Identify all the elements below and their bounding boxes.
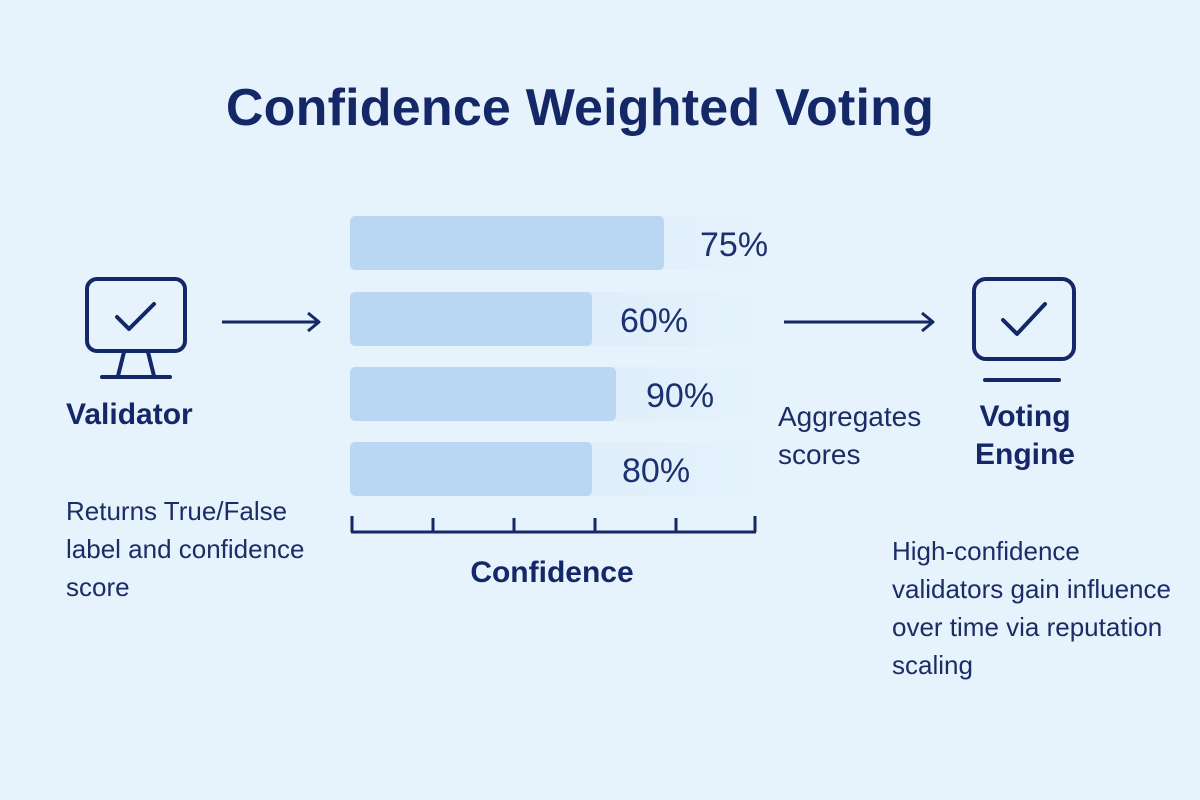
confidence-bar: 90% (350, 367, 770, 421)
confidence-bar-fill (350, 367, 616, 421)
voting-engine-label: Voting Engine (974, 400, 1075, 471)
confidence-bar-fill (350, 292, 592, 346)
voting-engine-description: High-confidence validators gain influenc… (892, 536, 1171, 680)
confidence-bar-fill (350, 216, 664, 270)
confidence-bar: 75% (350, 216, 770, 270)
confidence-bar: 60% (350, 292, 770, 346)
confidence-value: 75% (700, 226, 769, 264)
monitor-check-icon (85, 277, 187, 379)
confidence-value: 80% (622, 452, 691, 490)
page-title: Confidence Weighted Voting (225, 79, 935, 137)
arrow-right-icon (222, 311, 321, 333)
confidence-value: 90% (646, 377, 715, 415)
arrow-right-icon (784, 311, 935, 333)
confidence-value: 60% (620, 302, 689, 340)
confidence-bar-fill (350, 442, 592, 496)
validator-label: Validator (66, 398, 193, 431)
validator-description: Returns True/False label and confidence … (66, 496, 305, 602)
confidence-bar: 80% (350, 442, 770, 496)
monitor-check-icon (972, 277, 1076, 382)
axis-label: Confidence (470, 556, 634, 589)
confidence-axis (350, 516, 757, 534)
aggregation-label: Aggregates scores (778, 401, 922, 470)
